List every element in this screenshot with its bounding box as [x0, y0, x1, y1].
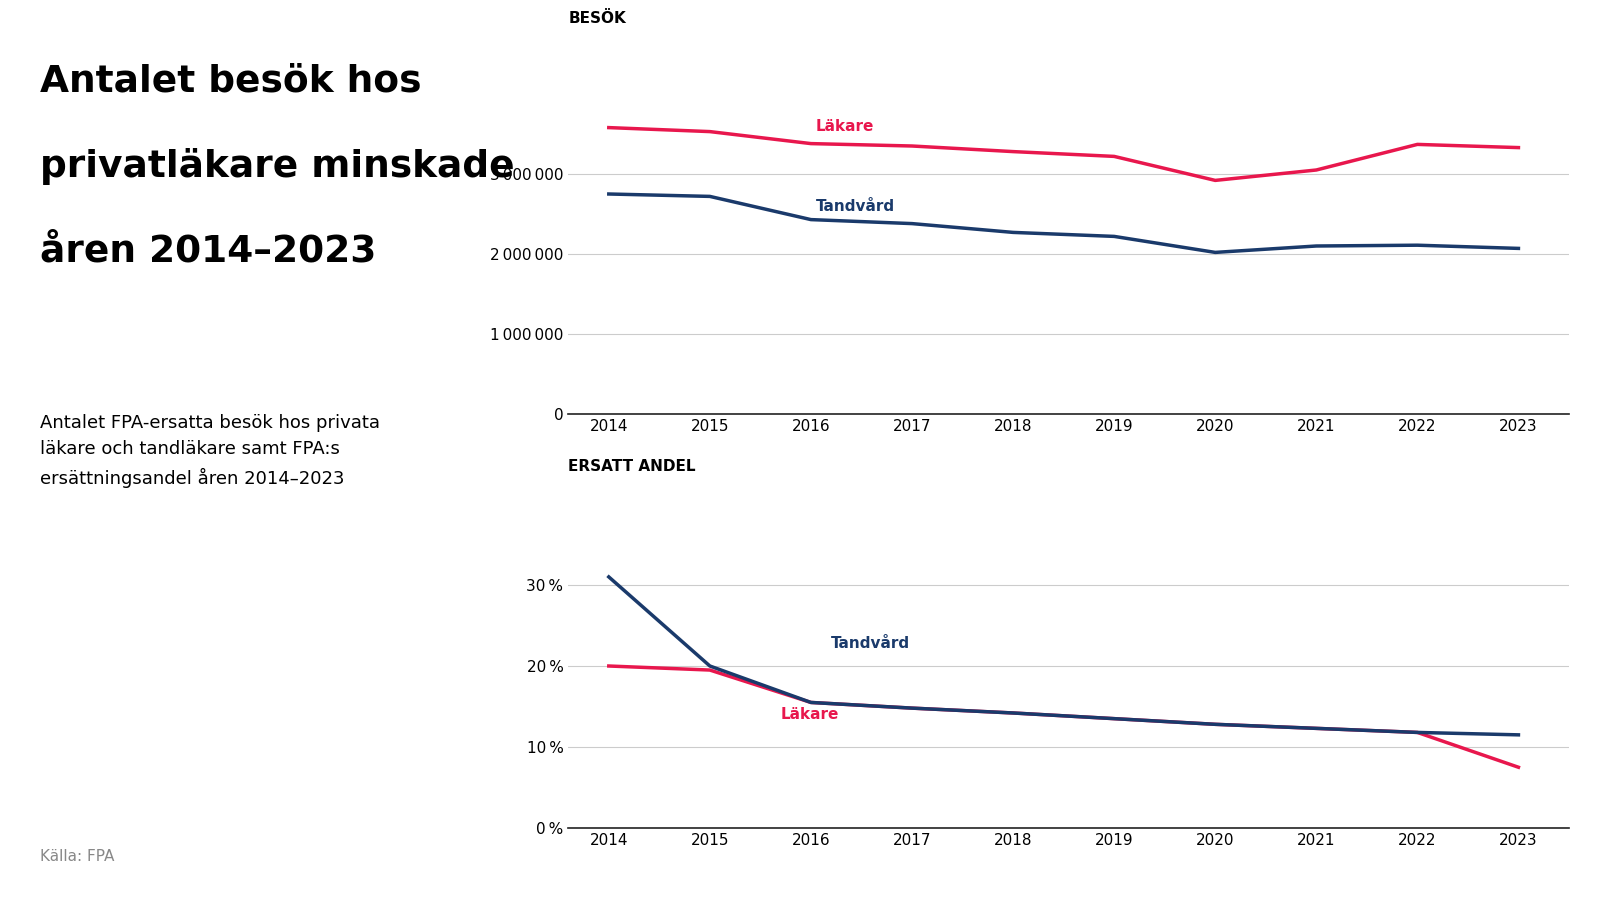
Text: Källa: FPA: Källa: FPA — [40, 849, 114, 864]
Text: privatläkare minskade: privatläkare minskade — [40, 148, 514, 185]
Text: Antalet besök hos: Antalet besök hos — [40, 63, 421, 99]
Text: Läkare: Läkare — [781, 707, 839, 722]
Text: Läkare: Läkare — [817, 120, 874, 134]
Text: BESÖK: BESÖK — [568, 11, 626, 26]
Text: Antalet FPA-ersatta besök hos privata
läkare och tandläkare samt FPA:s
ersättnin: Antalet FPA-ersatta besök hos privata lä… — [40, 414, 379, 488]
Text: åren 2014–2023: åren 2014–2023 — [40, 234, 376, 270]
Text: Tandvård: Tandvård — [817, 199, 895, 214]
Text: ERSATT ANDEL: ERSATT ANDEL — [568, 459, 696, 473]
Text: Tandvård: Tandvård — [831, 635, 911, 651]
